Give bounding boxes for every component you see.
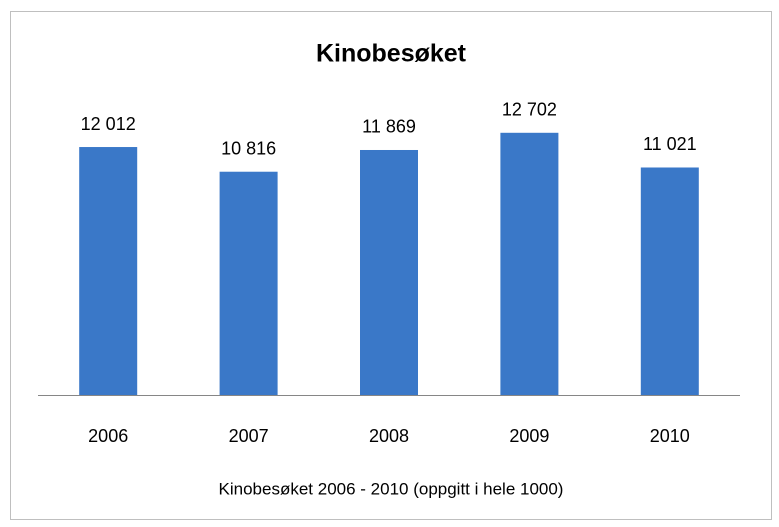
bar bbox=[360, 149, 418, 395]
x-tick-label: 2010 bbox=[650, 426, 690, 446]
x-tick-label: 2006 bbox=[88, 426, 128, 446]
bar bbox=[500, 132, 559, 395]
chart-title: Kinobesøket bbox=[316, 40, 467, 68]
bar bbox=[219, 171, 278, 395]
x-tick-label: 2007 bbox=[229, 426, 269, 446]
bar bbox=[640, 167, 699, 395]
data-label: 12 012 bbox=[81, 114, 136, 134]
data-label: 11 869 bbox=[362, 117, 416, 137]
data-label: 12 702 bbox=[502, 100, 557, 120]
bar bbox=[79, 147, 138, 395]
x-axis-title: Kinobesøket 2006 - 2010 (oppgitt i hele … bbox=[219, 479, 564, 498]
data-label: 11 021 bbox=[643, 134, 697, 154]
x-tick-label: 2008 bbox=[369, 426, 409, 446]
data-label: 10 816 bbox=[221, 138, 276, 158]
x-tick-label: 2009 bbox=[509, 426, 549, 446]
